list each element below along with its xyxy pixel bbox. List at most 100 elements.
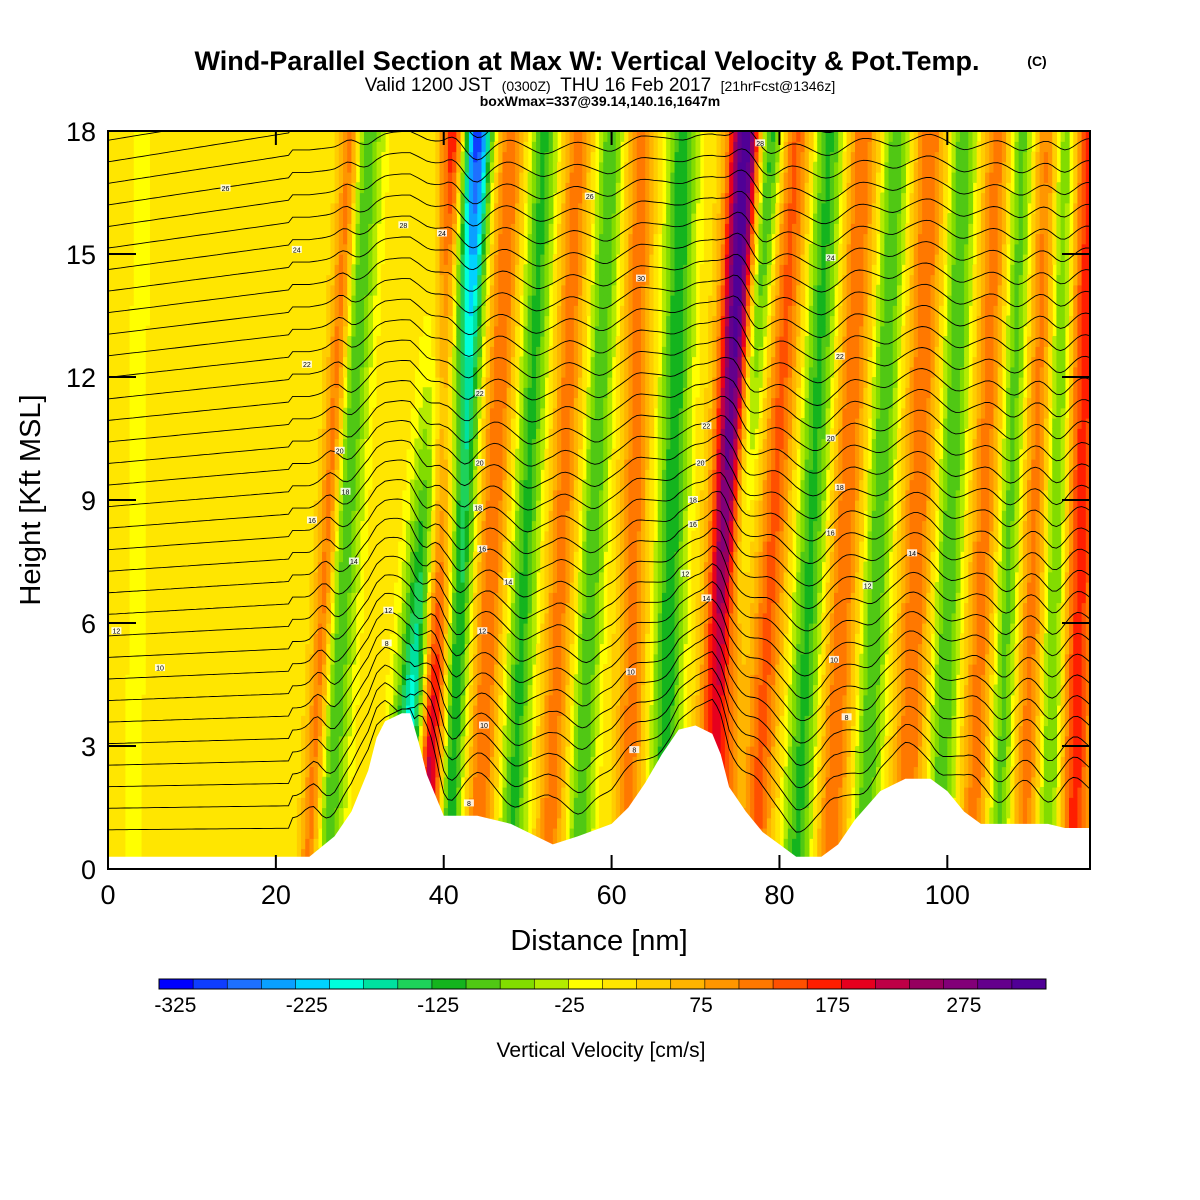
heatmap-cell: [754, 817, 760, 829]
heatmap-cell: [1043, 633, 1049, 645]
heatmap-cell: [250, 725, 256, 737]
heatmap-cell: [108, 766, 113, 778]
heatmap-cell: [804, 715, 810, 727]
heatmap-cell: [733, 735, 739, 747]
heatmap-cell: [863, 715, 869, 727]
heatmap-cell: [985, 705, 990, 716]
heatmap-cell: [741, 725, 747, 737]
heatmap-cell: [611, 725, 617, 737]
heatmap-cell: [1060, 664, 1066, 675]
heatmap-cell: [947, 776, 953, 788]
heatmap-cell: [233, 797, 239, 809]
heatmap-cell: [468, 715, 474, 727]
heatmap-cell: [1085, 797, 1090, 809]
heatmap-cell: [838, 633, 844, 645]
heatmap-cell: [502, 787, 508, 798]
heatmap-cell: [762, 807, 768, 819]
heatmap-cell: [1052, 766, 1058, 778]
heatmap-cell: [762, 787, 768, 798]
heatmap-cell: [191, 766, 197, 778]
heatmap-cell: [796, 725, 802, 737]
heatmap-cell: [531, 756, 537, 768]
heatmap-cell: [145, 746, 151, 757]
heatmap-cell: [724, 633, 730, 645]
heatmap-cell: [561, 776, 567, 788]
heatmap-cell: [523, 766, 529, 778]
heatmap-cell: [594, 633, 600, 645]
heatmap-cell: [536, 643, 541, 655]
heatmap-cell: [498, 705, 504, 716]
heatmap-cell: [599, 817, 604, 829]
heatmap-cell: [825, 653, 831, 665]
heatmap-cell: [305, 766, 311, 778]
heatmap-cell: [426, 643, 432, 655]
heatmap-cell: [611, 797, 617, 809]
heatmap-cell: [175, 633, 180, 645]
heatmap-cell: [389, 705, 394, 716]
heatmap-cell: [359, 735, 365, 747]
heatmap-cell: [997, 674, 1003, 686]
heatmap-cell: [170, 694, 176, 706]
heatmap-cell: [905, 735, 911, 747]
heatmap-cell: [288, 694, 294, 706]
heatmap-cell: [796, 746, 802, 757]
heatmap-cell: [947, 756, 953, 768]
heatmap-cell: [640, 694, 646, 706]
heatmap-cell: [792, 633, 797, 645]
heatmap-cell: [149, 725, 155, 737]
heatmap-cell: [116, 725, 122, 737]
heatmap-cell: [481, 694, 487, 706]
heatmap-cell: [166, 653, 172, 665]
heatmap-cell: [792, 766, 797, 778]
heatmap-cell: [204, 674, 210, 686]
heatmap-cell: [422, 684, 428, 696]
heatmap-cell: [196, 817, 201, 829]
heatmap-cell: [204, 694, 210, 706]
heatmap-cell: [254, 787, 260, 798]
heatmap-cell: [712, 705, 718, 716]
heatmap-cell: [716, 725, 722, 737]
subtitle-forecast: [21hrFcst@1346z]: [721, 78, 836, 94]
heatmap-cell: [405, 694, 411, 706]
heatmap-cell: [905, 684, 911, 696]
heatmap-cell: [766, 766, 772, 778]
heatmap-cell: [867, 694, 873, 706]
heatmap-cell: [1043, 664, 1049, 675]
heatmap-cell: [1064, 664, 1070, 675]
heatmap-cell: [1085, 746, 1090, 757]
heatmap-cell: [422, 633, 428, 645]
heatmap-cell: [888, 725, 894, 737]
heatmap-cell: [225, 797, 231, 809]
heatmap-cell: [687, 684, 692, 696]
heatmap-cell: [170, 776, 176, 788]
heatmap-cell: [506, 776, 512, 788]
heatmap-cell: [510, 787, 516, 798]
heatmap-cell: [1022, 694, 1028, 706]
heatmap-cell: [938, 633, 944, 645]
heatmap-cell: [481, 664, 487, 675]
heatmap-cell: [217, 838, 222, 850]
heatmap-cell: [426, 766, 432, 778]
heatmap-cell: [372, 735, 378, 747]
heatmap-cell: [976, 715, 982, 727]
heatmap-cell: [758, 797, 764, 809]
heatmap-cell: [326, 725, 332, 737]
heatmap-cell: [259, 633, 264, 645]
heatmap-cell: [808, 633, 814, 645]
heatmap-cell: [359, 776, 365, 788]
heatmap-cell: [296, 735, 302, 747]
heatmap-cell: [317, 746, 323, 757]
heatmap-cell: [456, 807, 462, 819]
heatmap-cell: [368, 674, 373, 686]
heatmap-cell: [821, 694, 827, 706]
heatmap-cell: [108, 746, 113, 757]
heatmap-cell: [108, 725, 113, 737]
heatmap-cell: [846, 664, 852, 675]
heatmap-cell: [292, 766, 298, 778]
heatmap-cell: [850, 633, 856, 645]
heatmap-cell: [741, 776, 747, 788]
heatmap-cell: [179, 674, 185, 686]
heatmap-cell: [191, 756, 197, 768]
heatmap-cell: [661, 694, 667, 706]
heatmap-cell: [573, 807, 579, 819]
